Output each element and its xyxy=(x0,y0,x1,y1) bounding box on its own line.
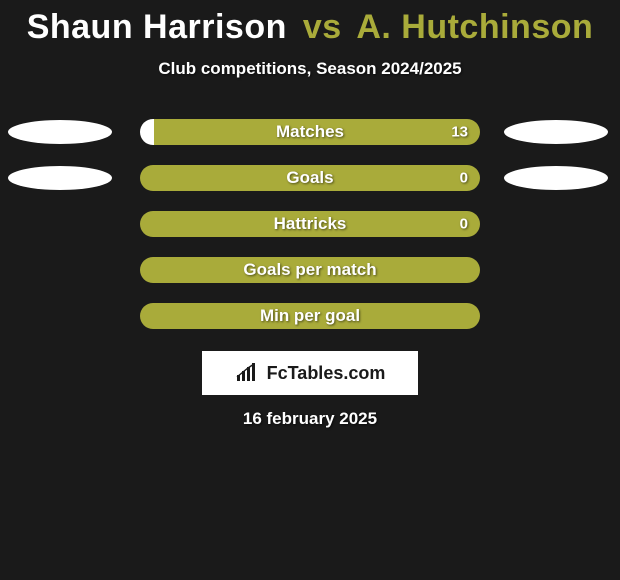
chart-bars-icon xyxy=(235,363,261,383)
stat-bar: Goals 0 xyxy=(140,165,480,191)
stat-row: Min per goal xyxy=(0,303,620,329)
logo-text: FcTables.com xyxy=(267,363,386,384)
stat-bar: Hattricks 0 xyxy=(140,211,480,237)
stat-row: Hattricks 0 xyxy=(0,211,620,237)
stat-row: Goals 0 xyxy=(0,165,620,191)
vs-separator: vs xyxy=(303,8,342,46)
date-label: 16 february 2025 xyxy=(0,409,620,429)
stat-bar: Goals per match xyxy=(140,257,480,283)
stat-label: Goals xyxy=(286,168,333,188)
player2-marker xyxy=(504,166,608,190)
stat-label: Goals per match xyxy=(243,260,376,280)
subtitle: Club competitions, Season 2024/2025 xyxy=(0,59,620,79)
player1-name: Shaun Harrison xyxy=(27,8,287,46)
stat-value-p2: 0 xyxy=(460,216,468,233)
stat-label: Min per goal xyxy=(260,306,360,326)
player2-name: A. Hutchinson xyxy=(356,8,593,46)
source-logo: FcTables.com xyxy=(202,351,418,395)
player2-marker xyxy=(504,120,608,144)
comparison-card: Shaun Harrison vs A. Hutchinson Club com… xyxy=(0,0,620,429)
bar-segment-p1 xyxy=(140,119,154,145)
stat-row: Matches 13 xyxy=(0,119,620,145)
stat-value-p2: 13 xyxy=(451,124,468,141)
stat-row: Goals per match xyxy=(0,257,620,283)
player1-marker xyxy=(8,120,112,144)
stat-bar: Matches 13 xyxy=(140,119,480,145)
stat-label: Matches xyxy=(276,122,344,142)
stat-value-p2: 0 xyxy=(460,170,468,187)
stat-label: Hattricks xyxy=(274,214,347,234)
stat-bar: Min per goal xyxy=(140,303,480,329)
stats-rows: Matches 13 Goals 0 Hattricks 0 Goals per match… xyxy=(0,119,620,329)
page-title: Shaun Harrison vs A. Hutchinson xyxy=(0,8,620,47)
player1-marker xyxy=(8,166,112,190)
